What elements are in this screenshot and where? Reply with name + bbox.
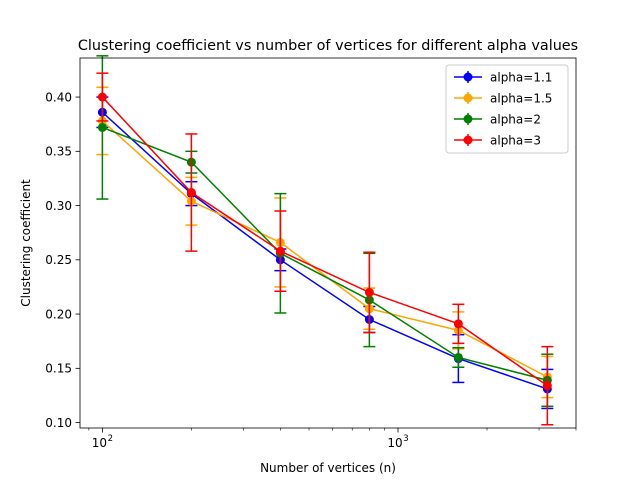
legend-entry: alpha=1.5 (454, 91, 552, 105)
legend-entry: alpha=1.1 (454, 70, 552, 84)
x-tick-label: 10 (387, 436, 402, 450)
data-point (453, 352, 463, 362)
legend-label: alpha=2 (490, 112, 541, 126)
y-tick-label: 0.35 (45, 145, 72, 159)
data-point (364, 287, 374, 297)
legend-entry: alpha=3 (454, 133, 541, 147)
legend-marker (463, 93, 473, 103)
data-point (97, 122, 107, 132)
legend-marker (463, 114, 473, 124)
x-axis-label: Number of vertices (n) (260, 461, 396, 475)
data-point (186, 188, 196, 198)
data-point (97, 92, 107, 102)
y-axis-label: Clustering coefficient (19, 179, 33, 307)
series-3 (96, 72, 554, 426)
y-tick-label: 0.10 (45, 416, 72, 430)
legend-marker (463, 135, 473, 145)
legend-marker (463, 72, 473, 82)
series-line (101, 96, 548, 387)
y-tick-label: 0.40 (45, 90, 72, 104)
x-tick-exponent: 2 (108, 434, 113, 444)
x-tick-exponent: 3 (403, 434, 408, 444)
y-tick-label: 0.25 (45, 253, 72, 267)
legend-label: alpha=1.1 (490, 70, 552, 84)
series-line (101, 111, 548, 390)
x-axis: 10 2 10 3 (88, 428, 577, 450)
data-point (542, 381, 552, 391)
legend-label: alpha=3 (490, 133, 541, 147)
legend: alpha=1.1 alpha=1.5 alpha=2 alpha=3 (445, 64, 569, 154)
y-tick-label: 0.20 (45, 307, 72, 321)
data-point (453, 319, 463, 329)
data-point (275, 246, 285, 256)
y-tick-label: 0.15 (45, 362, 72, 376)
series-line (101, 120, 548, 378)
series-line (102, 126, 548, 381)
plot-frame (79, 57, 577, 429)
y-axis: 0.10 0.15 0.20 0.25 0.30 0.35 0.40 (45, 90, 80, 430)
legend-label: alpha=1.5 (490, 91, 552, 105)
y-tick-label: 0.30 (45, 199, 72, 213)
chart-title: Clustering coefficient vs number of vert… (78, 38, 578, 54)
legend-box (445, 64, 569, 154)
legend-entry: alpha=2 (454, 112, 541, 126)
plot-marks (96, 55, 554, 426)
x-tick-label: 10 (92, 436, 107, 450)
